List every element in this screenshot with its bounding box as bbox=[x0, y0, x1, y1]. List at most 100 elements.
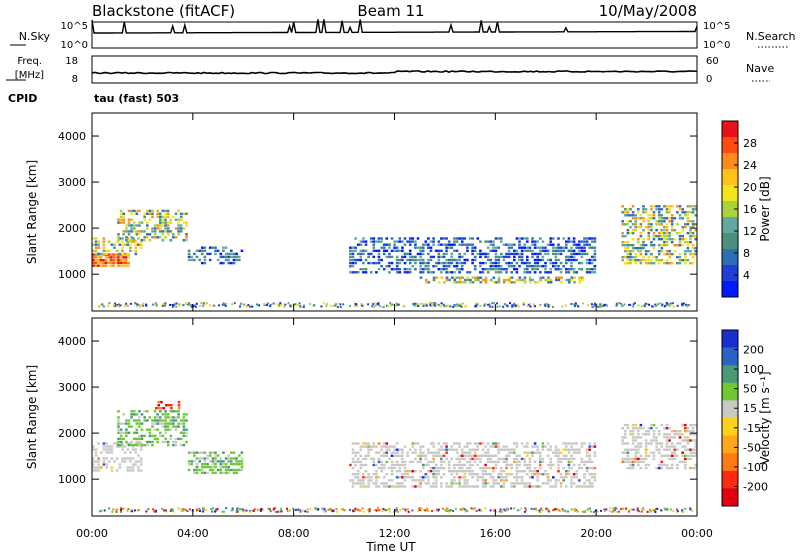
heatmap-cell bbox=[129, 246, 132, 249]
heatmap-cell bbox=[644, 439, 648, 442]
heatmap-cell bbox=[694, 253, 697, 256]
heatmap-cell bbox=[119, 261, 123, 265]
heatmap-cell bbox=[670, 223, 674, 226]
heatmap-cell bbox=[591, 237, 594, 240]
heatmap-cell bbox=[515, 476, 519, 479]
heatmap-cell bbox=[117, 239, 120, 242]
heatmap-cell bbox=[523, 278, 527, 282]
heatmap-cell bbox=[142, 304, 145, 307]
heatmap-cell bbox=[129, 243, 132, 246]
heatmap-cell bbox=[578, 249, 581, 252]
heatmap-cell bbox=[375, 470, 378, 473]
heatmap-cell bbox=[570, 261, 573, 265]
heatmap-cell bbox=[161, 209, 165, 213]
heatmap-cell bbox=[369, 476, 373, 479]
heatmap-cell bbox=[463, 485, 467, 488]
heatmap-cell bbox=[432, 451, 435, 454]
heatmap-cell bbox=[476, 457, 480, 461]
heatmap-cell bbox=[153, 437, 157, 441]
heatmap-cell bbox=[500, 252, 503, 256]
heatmap-cell bbox=[468, 466, 472, 470]
heatmap-cell bbox=[484, 261, 487, 265]
heatmap-cell bbox=[660, 223, 664, 226]
heatmap-cell bbox=[203, 460, 207, 463]
heatmap-cell bbox=[172, 215, 175, 218]
heatmap-cell bbox=[479, 255, 482, 259]
heatmap-cell bbox=[631, 229, 635, 232]
heatmap-cell bbox=[562, 457, 565, 461]
heatmap-cell bbox=[120, 507, 123, 510]
heatmap-cell bbox=[562, 237, 565, 240]
heatmap-cell bbox=[175, 305, 178, 308]
y-tick-label: 3000 bbox=[58, 381, 86, 394]
heatmap-cell bbox=[471, 476, 474, 479]
heatmap-cell bbox=[647, 256, 651, 259]
heatmap-cell bbox=[657, 448, 661, 451]
heatmap-cell bbox=[493, 509, 496, 512]
heatmap-cell bbox=[377, 485, 381, 488]
heatmap-cell bbox=[382, 442, 386, 445]
heatmap-cell bbox=[562, 466, 565, 470]
heatmap-cell bbox=[164, 419, 167, 422]
heatmap-cell bbox=[364, 476, 368, 479]
heatmap-cell bbox=[447, 271, 451, 274]
heatmap-cell bbox=[665, 454, 669, 457]
heatmap-cell bbox=[367, 479, 370, 482]
heatmap-cell bbox=[458, 261, 461, 265]
heatmap-cell bbox=[533, 485, 537, 488]
heatmap-cell bbox=[416, 454, 420, 457]
heatmap-cell bbox=[544, 261, 547, 265]
heatmap-cell bbox=[642, 211, 645, 214]
heatmap-cell bbox=[570, 303, 573, 305]
heatmap-cell bbox=[411, 240, 415, 243]
heatmap-cell bbox=[445, 442, 448, 445]
heatmap-cell bbox=[156, 428, 159, 431]
heatmap-cell bbox=[351, 479, 355, 482]
heatmap-cell bbox=[652, 232, 656, 235]
heatmap-cell bbox=[163, 304, 166, 307]
heatmap-cell bbox=[435, 276, 438, 279]
heatmap-cell bbox=[238, 460, 241, 463]
heatmap-cell bbox=[666, 302, 669, 305]
heatmap-cell bbox=[179, 431, 183, 434]
heatmap-cell bbox=[636, 507, 639, 510]
heatmap-cell bbox=[624, 244, 627, 247]
heatmap-cell bbox=[367, 252, 370, 256]
heatmap-cell bbox=[429, 240, 433, 243]
heatmap-cell bbox=[138, 221, 141, 224]
heatmap-cell bbox=[134, 246, 138, 249]
heatmap-cell bbox=[523, 243, 526, 246]
heatmap-cell bbox=[390, 463, 394, 467]
heatmap-cell bbox=[235, 255, 238, 259]
heatmap-cell bbox=[673, 244, 677, 247]
heatmap-cell bbox=[375, 482, 378, 485]
heatmap-cell bbox=[135, 209, 139, 213]
heatmap-cell bbox=[593, 246, 597, 249]
heatmap-cell bbox=[484, 255, 487, 259]
heatmap-cell bbox=[211, 509, 214, 512]
heatmap-cell bbox=[406, 454, 409, 457]
heatmap-cell bbox=[565, 454, 568, 457]
heatmap-cell bbox=[694, 229, 697, 232]
heatmap-cell bbox=[458, 243, 461, 246]
heatmap-cell bbox=[489, 265, 493, 268]
heatmap-cell bbox=[678, 256, 682, 259]
heatmap-cell bbox=[624, 256, 627, 259]
heatmap-cell bbox=[372, 482, 376, 485]
heatmap-cell bbox=[637, 250, 640, 253]
heatmap-cell bbox=[424, 457, 428, 461]
heatmap-cell bbox=[612, 507, 615, 510]
heatmap-cell bbox=[520, 507, 523, 510]
heatmap-cell bbox=[349, 252, 352, 256]
heatmap-cell bbox=[424, 281, 428, 284]
heatmap-cell bbox=[657, 250, 661, 253]
heatmap-cell bbox=[356, 470, 360, 473]
heatmap-cell bbox=[382, 268, 386, 271]
heatmap-cell bbox=[151, 212, 154, 215]
heatmap-cell bbox=[100, 451, 103, 454]
heatmap-cell bbox=[497, 448, 500, 451]
heatmap-cell bbox=[665, 466, 669, 470]
heatmap-cell bbox=[502, 482, 506, 485]
heatmap-cell bbox=[117, 410, 120, 413]
heatmap-cell bbox=[104, 261, 108, 265]
